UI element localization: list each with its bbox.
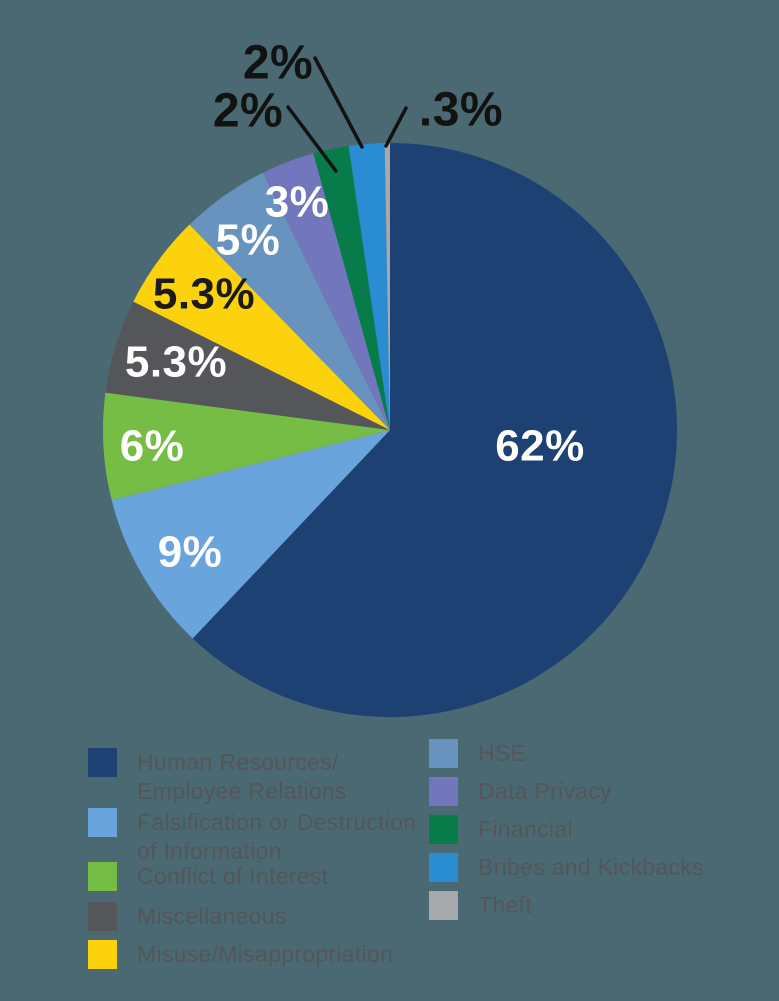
legend-item-bribes-and-kickbacks: Bribes and Kickbacks xyxy=(429,853,704,882)
legend-item-falsification-or-destruction-of-information: Falsification or Destruction of Informati… xyxy=(88,808,416,866)
legend-item-misuse-misappropriation: Misuse/Misappropriation xyxy=(88,940,393,969)
legend-label-data-privacy: Data Privacy xyxy=(478,778,612,804)
pie-slice-conflict-of-interest xyxy=(102,392,391,501)
legend-swatch-miscellaneous xyxy=(88,902,117,931)
slice-value-label-conflict-of-interest: 6% xyxy=(120,422,185,471)
legend-item-conflict-of-interest: Conflict of Interest xyxy=(88,862,328,891)
legend-swatch-conflict-of-interest xyxy=(88,862,117,891)
slice-value-label-misuse-misappropriation: 5.3% xyxy=(153,270,255,319)
legend-label-misuse-misappropriation: Misuse/Misappropriation xyxy=(137,941,394,967)
legend-item-human-resources-employee-relations: Human Resources/Employee Relations xyxy=(88,748,347,806)
legend-swatch-theft xyxy=(429,891,458,920)
pie-slice-financial xyxy=(313,146,390,430)
legend-swatch-bribes-and-kickbacks xyxy=(429,853,458,882)
slice-value-label-theft: .3% xyxy=(419,84,503,137)
legend-item-financial: Financial xyxy=(429,815,573,844)
legend-swatch-human-resources-employee-relations xyxy=(88,748,117,777)
slice-value-label-bribes-and-kickbacks: 2% xyxy=(243,37,313,90)
slice-value-label-financial: 2% xyxy=(213,85,283,138)
slice-value-label-hse: 5% xyxy=(216,216,281,265)
pie-slice-miscellaneous xyxy=(105,301,390,430)
slice-value-label-falsification-or-destruction-of-information: 9% xyxy=(158,528,223,577)
legend-label-miscellaneous: Miscellaneous xyxy=(137,903,287,929)
callout-line-bribes-and-kickbacks xyxy=(313,56,364,149)
callout-line-theft xyxy=(384,106,408,148)
legend-item-miscellaneous: Miscellaneous xyxy=(88,902,287,931)
legend-label-hse: HSE xyxy=(478,740,527,766)
legend-item-hse: HSE xyxy=(429,739,526,768)
slice-value-label-data-privacy: 3% xyxy=(265,178,330,227)
legend-label-bribes-and-kickbacks: Bribes and Kickbacks xyxy=(478,854,704,880)
callout-line-financial xyxy=(286,105,338,173)
legend-swatch-misuse-misappropriation xyxy=(88,940,117,969)
legend-label-theft: Theft xyxy=(478,892,532,918)
legend-swatch-hse xyxy=(429,739,458,768)
legend-item-data-privacy: Data Privacy xyxy=(429,777,612,806)
pie-slice-bribes-and-kickbacks xyxy=(348,143,390,431)
legend-swatch-data-privacy xyxy=(429,777,458,806)
pie-slice-hse xyxy=(189,172,390,430)
legend-item-theft: Theft xyxy=(429,891,532,920)
slice-value-label-human-resources-employee-relations: 62% xyxy=(495,422,585,471)
legend-label-conflict-of-interest: Conflict of Interest xyxy=(137,863,329,889)
pie-slice-falsification-or-destruction-of-information xyxy=(111,430,390,639)
pie-slice-theft xyxy=(384,142,390,430)
pie-slice-misuse-misappropriation xyxy=(133,224,390,430)
slice-value-label-miscellaneous: 5.3% xyxy=(125,338,227,387)
pie-slice-human-resources-employee-relations xyxy=(192,143,677,717)
legend-swatch-financial xyxy=(429,815,458,844)
legend-swatch-falsification-or-destruction-of-information xyxy=(88,808,117,837)
legend-label-falsification-or-destruction-of-information: Falsification or Destruction of Informati… xyxy=(137,809,417,864)
legend-label-financial: Financial xyxy=(478,816,573,842)
legend-label-human-resources-employee-relations: Human Resources/Employee Relations xyxy=(137,749,347,804)
pie-slice-data-privacy xyxy=(262,153,390,430)
